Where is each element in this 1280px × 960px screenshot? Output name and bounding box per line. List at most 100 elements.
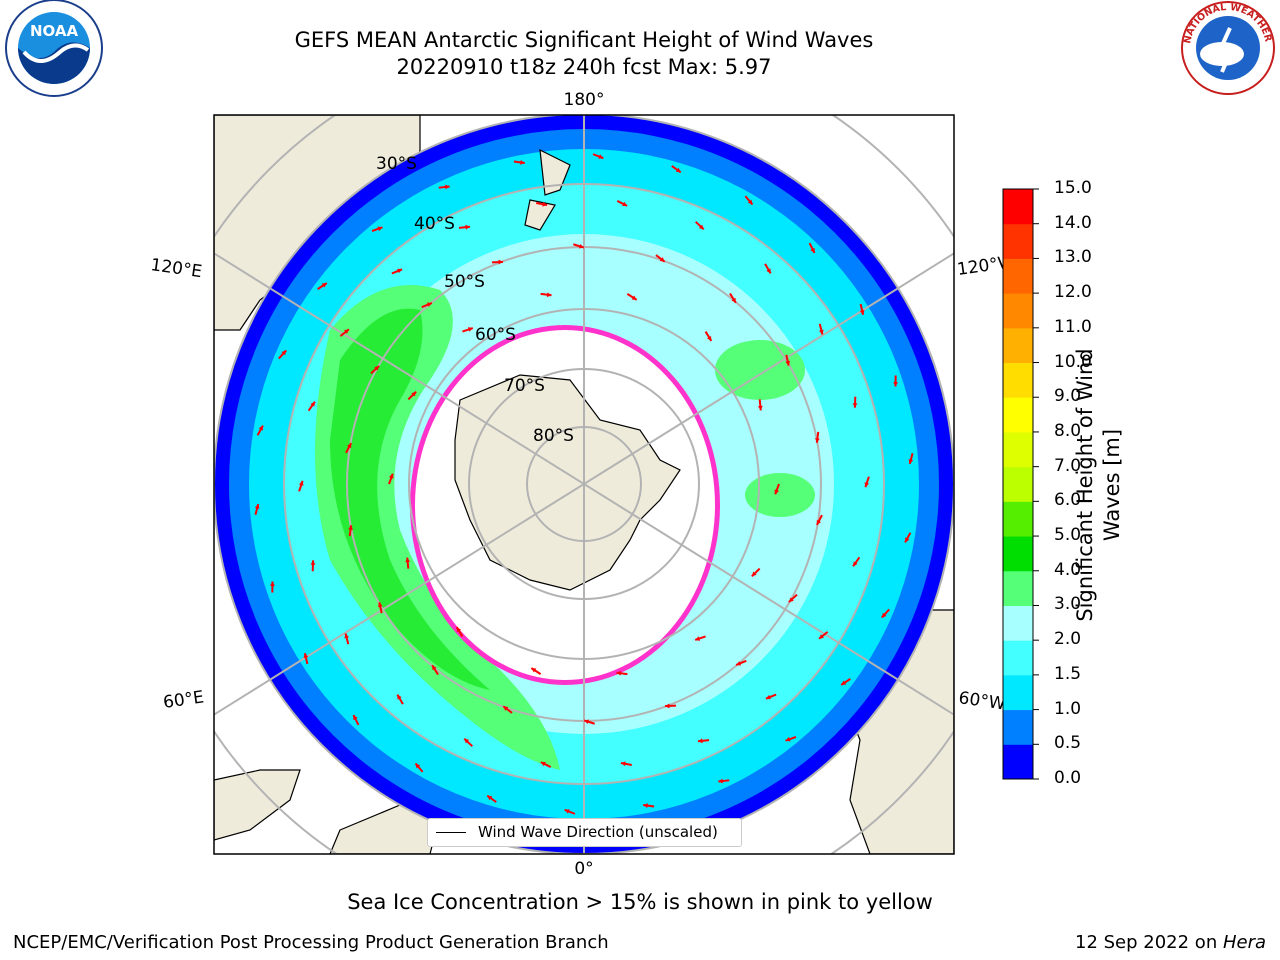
wind-arrow-head	[520, 160, 525, 165]
wind-arrow-head	[310, 560, 316, 565]
wind-arrow-head	[864, 482, 870, 488]
colorbar-swatch	[1003, 327, 1033, 364]
wind-arrow-head	[405, 557, 411, 563]
colorbar-tick-label: 0.5	[1054, 733, 1082, 754]
colorbar-tick-label: 9.0	[1054, 386, 1082, 407]
colorbar-tick-label: 7.0	[1054, 455, 1082, 476]
wind-arrow-head	[254, 504, 260, 509]
wind-arrow-head	[747, 199, 753, 205]
wind-arrow-head	[258, 425, 263, 431]
colorbar-tick-label: 11.0	[1054, 316, 1092, 337]
colorbar-tick-label: 12.0	[1054, 282, 1092, 303]
colorbar-swatch	[1003, 223, 1033, 259]
lat-label-40s: 40°S	[414, 214, 455, 234]
wind-arrow-head	[810, 247, 815, 253]
wind-arrow-head	[815, 438, 820, 443]
wind-arrow-head	[695, 636, 701, 641]
colorbar-tick-label: 14.0	[1054, 212, 1092, 233]
wind-arrow-head	[281, 350, 287, 356]
wind-arrow-head	[415, 763, 421, 769]
map-legend: Wind Wave Direction (unscaled)	[427, 818, 742, 847]
wind-arrow-head	[397, 694, 402, 700]
wind-arrow-head	[546, 292, 552, 298]
wind-arrow-head	[578, 243, 584, 249]
lon-label-0: 0°	[574, 859, 593, 879]
wind-arrow-head	[344, 633, 349, 639]
wind-arrow-head	[788, 597, 794, 603]
antarctica	[454, 374, 681, 591]
wind-arrow-head	[389, 473, 394, 479]
wind-arrow-head	[774, 489, 779, 495]
wind-arrow-head	[487, 795, 493, 801]
colorbar-swatch	[1003, 189, 1033, 225]
wind-arrow-head	[374, 365, 380, 371]
colorbar-tick-label: 3.0	[1054, 594, 1082, 615]
wind-arrow-head	[377, 602, 383, 608]
lat-label-60s: 60°S	[475, 325, 516, 345]
wind-arrow-head	[564, 809, 570, 814]
wind-arrow-head	[659, 257, 665, 262]
wind-arrow-head	[853, 561, 858, 567]
lon-label-60e: 60°E	[162, 687, 205, 712]
colorbar-tick-label: 1.5	[1054, 663, 1082, 684]
wind-arrow-head	[270, 581, 275, 586]
wind-arrow-head	[344, 329, 349, 334]
wind-arrow-head	[467, 327, 473, 332]
colorbar-tick-label: 10.0	[1054, 351, 1092, 372]
wind-arrow-head	[426, 302, 432, 307]
colorbar-swatch	[1003, 640, 1033, 676]
colorbar-swatch	[1003, 536, 1033, 572]
colorbar-tick-label: 13.0	[1054, 247, 1092, 268]
footer-date: 12 Sep 2022 on Hera	[1075, 932, 1266, 953]
wind-arrow-head	[622, 201, 628, 207]
wind-arrow-head	[465, 224, 470, 230]
colorbar-frame	[1002, 188, 1034, 780]
wind-arrow-head	[859, 309, 865, 315]
wind-arrow-head	[751, 571, 757, 577]
wind-arrow-head	[397, 268, 403, 274]
colorbar-tick-label: 15.0	[1054, 178, 1092, 198]
wind-arrow-head	[698, 224, 704, 230]
legend-line-icon	[436, 832, 466, 833]
wind-arrow-head	[432, 665, 437, 671]
sea-ice-note: Sea Ice Concentration > 15% is shown in …	[347, 890, 933, 914]
wind-arrow-head	[675, 167, 681, 173]
wind-arrow-head	[819, 329, 824, 335]
chart-subtitle: 20220910 t18z 240h fcst Max: 5.97	[396, 55, 772, 79]
wind-arrow-head	[841, 680, 847, 685]
colorbar-tick-label: 8.0	[1054, 420, 1082, 441]
colorbar-swatch	[1003, 466, 1033, 502]
wind-arrow-head	[445, 184, 450, 190]
wind-arrow-head	[643, 803, 648, 808]
colorbar-tick-label: 4.0	[1054, 559, 1082, 580]
wind-arrow-head	[785, 736, 791, 742]
colorbar-label: Significant Height of Wind Waves [m]	[1073, 348, 1124, 622]
lat-label-70s: 70°S	[504, 376, 545, 396]
wind-arrow-head	[584, 719, 590, 725]
colorbar-swatch	[1003, 397, 1033, 433]
colorbar-swatch	[1003, 674, 1033, 711]
wind-arrow-head	[353, 715, 358, 721]
wind-arrow-head	[785, 360, 791, 366]
colorbar-tick-label: 6.0	[1054, 490, 1082, 511]
wind-arrow-head	[908, 459, 914, 464]
colorbar-swatch	[1003, 605, 1033, 641]
wind-arrow-head	[706, 335, 712, 341]
wind-arrow-head	[698, 738, 703, 744]
wind-arrow-head	[631, 295, 637, 300]
legend-label: Wind Wave Direction (unscaled)	[478, 823, 718, 841]
wind-arrow-head	[765, 694, 771, 700]
wind-arrow-head	[757, 405, 763, 411]
wind-arrow-head	[540, 761, 546, 767]
colorbar	[1002, 188, 1039, 780]
new-zealand	[524, 148, 571, 231]
wind-arrow-head	[852, 403, 858, 408]
wind-arrow-head	[377, 226, 383, 232]
colorbar-tick-label: 0.0	[1054, 768, 1082, 788]
wind-arrow-head	[348, 525, 353, 530]
colorbar-swatch	[1003, 431, 1033, 468]
noaa-logo: NOAA	[5, 0, 103, 97]
wind-arrow-head	[464, 738, 470, 744]
colorbar-swatch	[1003, 293, 1033, 329]
lon-label-60w: 60°W	[957, 688, 1006, 714]
